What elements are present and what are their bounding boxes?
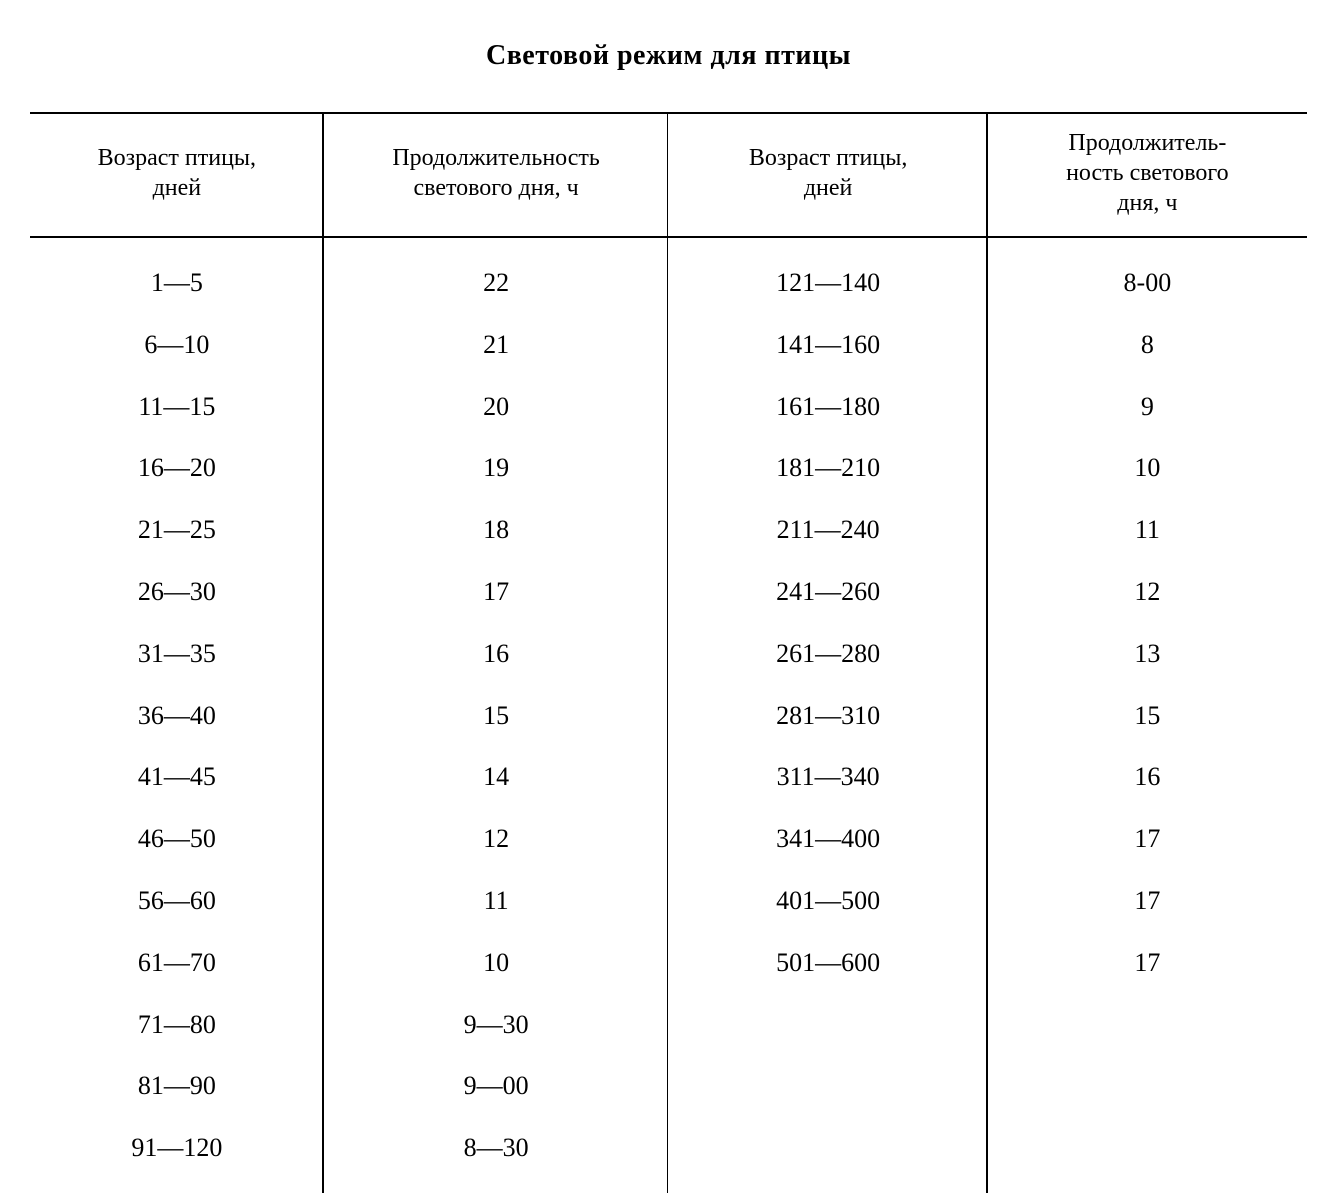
table-cell: 16	[324, 623, 669, 685]
table-row: 36—40 15 281—310 15	[30, 685, 1307, 747]
table-cell: 121—140	[668, 237, 987, 314]
light-regime-table-container: Возраст птицы,дней Продолжительностьсвет…	[30, 112, 1307, 1193]
table-cell: 41—45	[30, 746, 324, 808]
table-cell: 17	[988, 870, 1307, 932]
table-cell: 6—10	[30, 314, 324, 376]
column-header: Продолжитель-ность световогодня, ч	[988, 114, 1307, 237]
table-cell: 19	[324, 437, 669, 499]
column-header: Возраст птицы,дней	[668, 114, 987, 237]
table-cell: 8—30	[324, 1117, 669, 1193]
table-cell: 9—00	[324, 1055, 669, 1117]
table-cell: 16	[988, 746, 1307, 808]
table-cell: 15	[324, 685, 669, 747]
table-cell: 241—260	[668, 561, 987, 623]
table-cell: 17	[324, 561, 669, 623]
table-cell: 22	[324, 237, 669, 314]
table-cell: 14	[324, 746, 669, 808]
table-row: 56—60 11 401—500 17	[30, 870, 1307, 932]
table-row: 46—50 12 341—400 17	[30, 808, 1307, 870]
table-cell: 10	[988, 437, 1307, 499]
table-cell	[988, 1055, 1307, 1117]
light-regime-table: Возраст птицы,дней Продолжительностьсвет…	[30, 114, 1307, 1193]
table-cell	[668, 994, 987, 1056]
table-cell	[668, 1055, 987, 1117]
table-body: 1—5 22 121—140 8-00 6—10 21 141—160 8 11…	[30, 237, 1307, 1193]
table-cell: 36—40	[30, 685, 324, 747]
column-header: Продолжительностьсветового дня, ч	[324, 114, 669, 237]
table-cell: 13	[988, 623, 1307, 685]
table-cell	[668, 1117, 987, 1193]
table-cell: 10	[324, 932, 669, 994]
table-row: 81—90 9—00	[30, 1055, 1307, 1117]
table-cell: 20	[324, 376, 669, 438]
table-cell: 281—310	[668, 685, 987, 747]
table-cell: 11	[988, 499, 1307, 561]
table-cell: 261—280	[668, 623, 987, 685]
table-cell: 46—50	[30, 808, 324, 870]
table-cell: 311—340	[668, 746, 987, 808]
table-row: 11—15 20 161—180 9	[30, 376, 1307, 438]
table-cell: 61—70	[30, 932, 324, 994]
table-cell: 26—30	[30, 561, 324, 623]
table-cell: 141—160	[668, 314, 987, 376]
table-row: 71—80 9—30	[30, 994, 1307, 1056]
table-row: 61—70 10 501—600 17	[30, 932, 1307, 994]
table-cell: 81—90	[30, 1055, 324, 1117]
table-cell: 56—60	[30, 870, 324, 932]
table-cell: 161—180	[668, 376, 987, 438]
table-row: 21—25 18 211—240 11	[30, 499, 1307, 561]
table-cell: 9	[988, 376, 1307, 438]
column-header: Возраст птицы,дней	[30, 114, 324, 237]
table-cell: 341—400	[668, 808, 987, 870]
table-row: 91—120 8—30	[30, 1117, 1307, 1193]
table-row: 1—5 22 121—140 8-00	[30, 237, 1307, 314]
table-cell: 12	[988, 561, 1307, 623]
table-header-row: Возраст птицы,дней Продолжительностьсвет…	[30, 114, 1307, 237]
table-row: 6—10 21 141—160 8	[30, 314, 1307, 376]
table-cell: 17	[988, 808, 1307, 870]
table-cell	[988, 1117, 1307, 1193]
table-cell: 211—240	[668, 499, 987, 561]
table-cell: 21	[324, 314, 669, 376]
table-cell	[988, 994, 1307, 1056]
page-title: Световой режим для птицы	[30, 40, 1307, 72]
table-cell: 8-00	[988, 237, 1307, 314]
table-row: 31—35 16 261—280 13	[30, 623, 1307, 685]
table-row: 26—30 17 241—260 12	[30, 561, 1307, 623]
table-cell: 31—35	[30, 623, 324, 685]
table-cell: 11—15	[30, 376, 324, 438]
table-cell: 16—20	[30, 437, 324, 499]
table-cell: 15	[988, 685, 1307, 747]
table-cell: 1—5	[30, 237, 324, 314]
table-cell: 8	[988, 314, 1307, 376]
table-cell: 401—500	[668, 870, 987, 932]
table-cell: 91—120	[30, 1117, 324, 1193]
table-cell: 21—25	[30, 499, 324, 561]
table-cell: 501—600	[668, 932, 987, 994]
table-cell: 12	[324, 808, 669, 870]
table-cell: 71—80	[30, 994, 324, 1056]
table-cell: 181—210	[668, 437, 987, 499]
table-cell: 17	[988, 932, 1307, 994]
table-row: 16—20 19 181—210 10	[30, 437, 1307, 499]
table-cell: 18	[324, 499, 669, 561]
table-row: 41—45 14 311—340 16	[30, 746, 1307, 808]
table-cell: 11	[324, 870, 669, 932]
table-cell: 9—30	[324, 994, 669, 1056]
